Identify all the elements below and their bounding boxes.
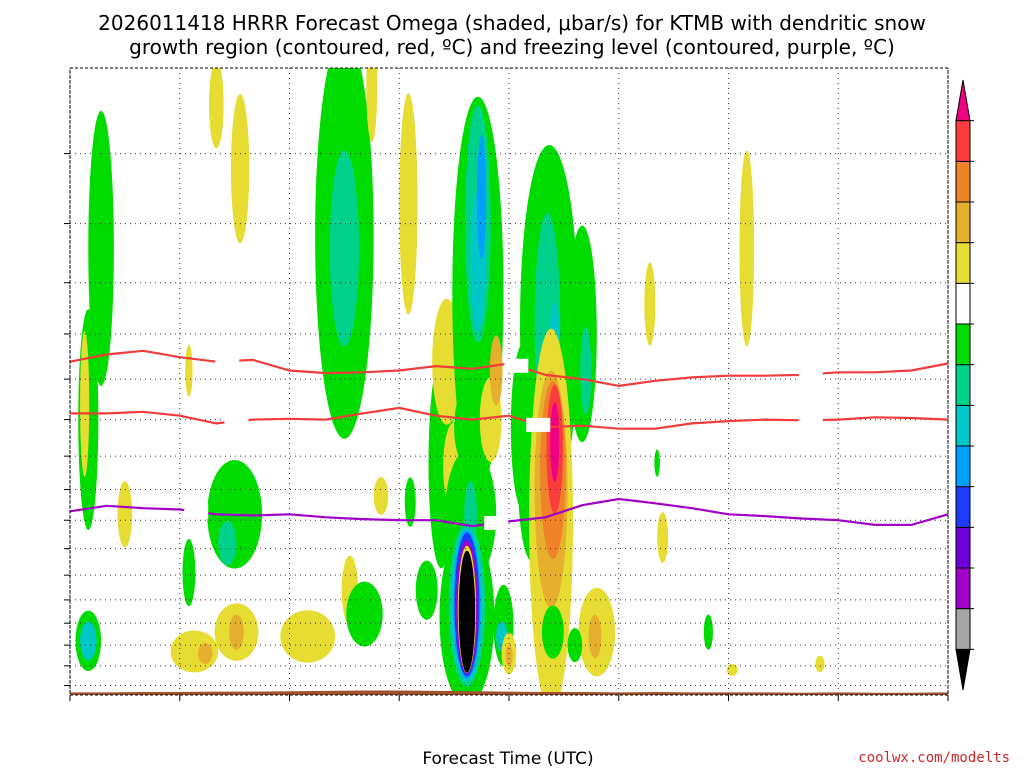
contour-label-bg — [215, 354, 240, 369]
credit-text: coolwx.com/modelts — [858, 750, 1010, 766]
omega-region — [489, 335, 503, 406]
contour-label-bg — [526, 417, 551, 432]
omega-region — [399, 93, 418, 315]
contour-label-bg — [798, 367, 823, 382]
colorbar-bin — [955, 323, 971, 366]
omega-region — [567, 225, 597, 443]
contour-line — [69, 497, 949, 528]
omega-region — [218, 520, 237, 566]
omega-region — [739, 150, 755, 347]
contour-label-bg — [184, 504, 209, 519]
omega-region — [366, 68, 378, 142]
chart-title-line-1: 2026011418 HRRR Forecast Omega (shaded, … — [98, 11, 926, 35]
omega-region — [654, 449, 660, 477]
omega-region — [182, 539, 196, 607]
omega-region — [476, 134, 487, 260]
omega-region — [117, 481, 133, 548]
chart-title-line-2: growth region (contoured, red, ºC) and f… — [129, 35, 895, 59]
omega-region — [580, 326, 592, 415]
omega-region — [541, 605, 564, 659]
omega-region — [505, 645, 513, 666]
omega-region — [346, 581, 383, 647]
omega-region — [815, 655, 825, 672]
colorbar-bin — [955, 404, 971, 447]
omega-region — [229, 614, 244, 650]
colorbar-bin — [955, 160, 971, 203]
colorbar-bin — [955, 364, 971, 406]
omega-region — [230, 93, 250, 244]
omega-region — [88, 110, 114, 386]
omega-region — [80, 621, 97, 661]
colorbar-bin — [955, 201, 971, 244]
omega-region — [280, 610, 336, 663]
omega-region — [185, 344, 193, 397]
pressure-axis — [64, 153, 70, 687]
omega-region — [657, 512, 669, 563]
omega-region — [703, 614, 713, 650]
contour-label-bg — [484, 516, 509, 531]
omega-region — [415, 560, 438, 620]
colorbar-bin — [955, 79, 971, 122]
colorbar-bin — [955, 242, 971, 284]
colorbar-bin — [955, 282, 971, 325]
colorbar-bin — [955, 445, 971, 488]
colorbar-bin — [955, 526, 971, 569]
omega-region — [80, 331, 90, 477]
temperature-contours — [69, 349, 949, 531]
contour-label-bg — [798, 413, 823, 428]
colorbar-bin — [955, 486, 971, 528]
omega-region — [404, 477, 416, 527]
terrain-fill — [70, 690, 948, 695]
omega-shading — [75, 68, 825, 695]
omega-region — [329, 150, 360, 347]
terrain-ground — [70, 690, 948, 695]
colorbar-bin — [955, 648, 971, 691]
omega-region — [644, 262, 656, 346]
omega-region — [373, 476, 389, 515]
plot-frame — [69, 67, 949, 696]
omega-region — [550, 401, 560, 482]
contour-label-bg — [504, 358, 529, 373]
omega-region — [567, 628, 583, 663]
omega-region — [209, 68, 224, 149]
omega-region — [588, 614, 602, 659]
omega-region — [726, 663, 738, 676]
omega-region — [458, 550, 476, 673]
colorbar-bin — [955, 608, 971, 650]
colorbar-bin — [955, 120, 971, 162]
time-axis — [69, 695, 949, 701]
colorbar-bin — [955, 567, 971, 610]
omega-colorbar — [955, 79, 974, 691]
x-axis-label: Forecast Time (UTC) — [422, 749, 593, 768]
contour-label-bg — [224, 414, 249, 429]
omega-region — [198, 643, 213, 664]
